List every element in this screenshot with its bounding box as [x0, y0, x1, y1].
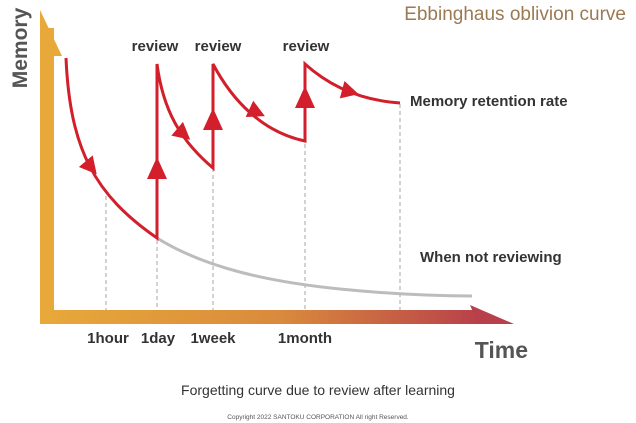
x-axis-bar — [40, 310, 480, 324]
y-axis-arrow-icon — [40, 10, 62, 56]
right-arrow-icon — [339, 81, 359, 99]
y-axis — [40, 10, 62, 324]
review-labels: review review review — [132, 38, 330, 55]
x-axis — [40, 305, 514, 324]
time-tick-label: 1month — [278, 330, 332, 347]
up-arrow-icon — [203, 108, 223, 130]
copyright-notice: Copyright 2022 SANTOKU CORPORATION All r… — [227, 414, 409, 421]
y-axis-label: Memory — [9, 7, 32, 88]
review-label: review — [283, 38, 330, 55]
x-axis-arrow-icon — [470, 305, 514, 324]
down-arrow-icon — [171, 121, 191, 140]
up-arrow-icon — [295, 86, 315, 108]
x-axis-label: Time — [475, 337, 528, 363]
diagram-title: Ebbinghaus oblivion curve — [404, 4, 626, 25]
down-arrow-icon — [245, 100, 265, 118]
no-review-curve — [156, 236, 473, 298]
retention-curve — [64, 57, 401, 241]
y-axis-bar — [40, 28, 54, 324]
review-label: review — [195, 38, 242, 55]
down-arrow-icon — [78, 155, 97, 175]
time-guide-lines — [105, 104, 401, 318]
diagram-caption: Forgetting curve due to review after lea… — [181, 382, 455, 398]
retention-arrowheads — [78, 81, 359, 179]
up-arrow-icon — [147, 157, 167, 179]
time-tick-labels: 1hour 1day 1week 1month — [87, 330, 332, 347]
no-review-series-label: When not reviewing — [420, 249, 562, 266]
retention-series-label: Memory retention rate — [410, 93, 568, 110]
time-tick-label: 1day — [141, 330, 176, 347]
time-tick-label: 1hour — [87, 330, 129, 347]
time-tick-label: 1week — [190, 330, 236, 347]
review-label: review — [132, 38, 179, 55]
